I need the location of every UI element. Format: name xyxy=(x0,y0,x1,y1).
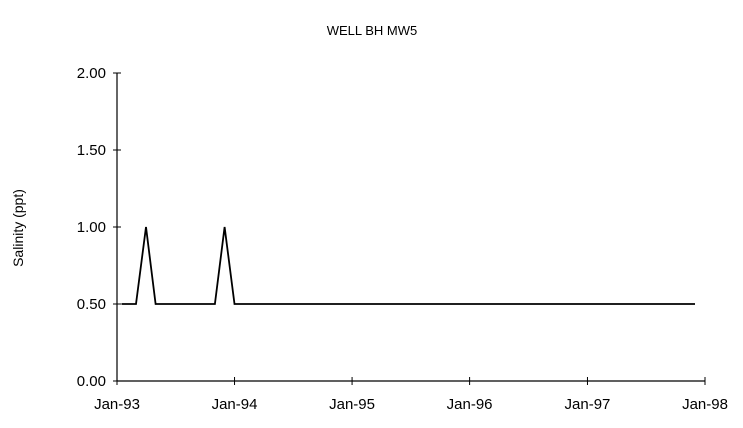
y-axis-label: Salinity (ppt) xyxy=(10,189,26,267)
x-tick-label: Jan-96 xyxy=(447,396,493,413)
x-tick-label: Jan-93 xyxy=(94,396,140,413)
y-tick-label: 2.00 xyxy=(77,65,106,82)
chart-title: WELL BH MW5 xyxy=(327,23,418,38)
y-tick-label: 0.00 xyxy=(77,373,106,390)
x-tick-label: Jan-98 xyxy=(682,396,728,413)
y-tick-label: 1.00 xyxy=(77,219,106,236)
axes xyxy=(113,72,706,385)
x-tick-label: Jan-94 xyxy=(212,396,258,413)
y-tick-label: 0.50 xyxy=(77,296,106,313)
tick-labels: 0.00 0.50 1.00 1.50 2.00 Jan-93 Jan-94 Jan-95 Ja… xyxy=(77,65,728,413)
series-lines xyxy=(121,226,695,305)
y-tick-label: 1.50 xyxy=(77,142,106,159)
x-tick-label: Jan-95 xyxy=(329,396,375,413)
x-tick-label: Jan-97 xyxy=(565,396,611,413)
series-line xyxy=(121,226,695,305)
